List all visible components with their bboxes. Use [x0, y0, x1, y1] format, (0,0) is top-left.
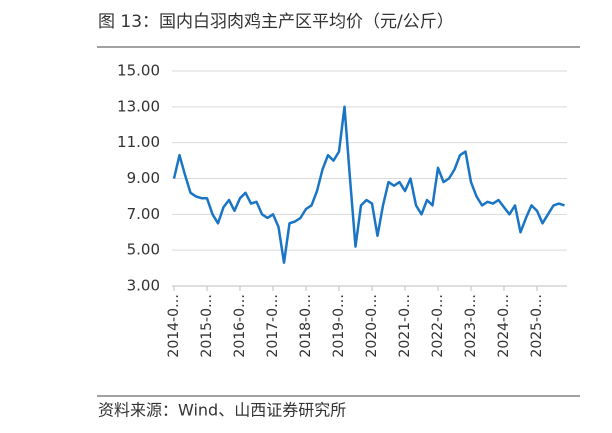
y-tick-label: 11.00 — [117, 133, 160, 151]
y-tick-label: 5.00 — [127, 241, 160, 259]
series-line — [172, 105, 565, 264]
x-tick-label: 2024-0… — [496, 294, 512, 358]
y-tick-label: 3.00 — [127, 277, 160, 295]
x-tick-label: 2014-0… — [166, 294, 182, 358]
x-tick-label: 2021-0… — [397, 294, 413, 358]
x-tick-label: 2019-0… — [331, 294, 347, 358]
chart-title: 图 13：国内白羽肉鸡主产区平均价（元/公斤） — [98, 12, 454, 32]
x-tick-label: 2015-0… — [199, 294, 215, 358]
y-tick-label: 13.00 — [117, 97, 160, 115]
x-tick-label: 2023-0… — [463, 294, 479, 358]
y-tick-label: 9.00 — [127, 169, 160, 187]
x-tick-label: 2018-0… — [298, 294, 314, 358]
source-note: 资料来源：Wind、山西证券研究所 — [98, 401, 346, 420]
x-tick-label: 2025-0… — [529, 294, 545, 358]
x-tick-label: 2017-0… — [265, 294, 281, 358]
x-tick-label: 2016-0… — [232, 294, 248, 358]
y-tick-label: 15.00 — [117, 62, 160, 80]
x-tick-label: 2022-0… — [430, 294, 446, 358]
y-tick-label: 7.00 — [127, 205, 160, 223]
x-tick-label: 2020-0… — [364, 294, 380, 358]
